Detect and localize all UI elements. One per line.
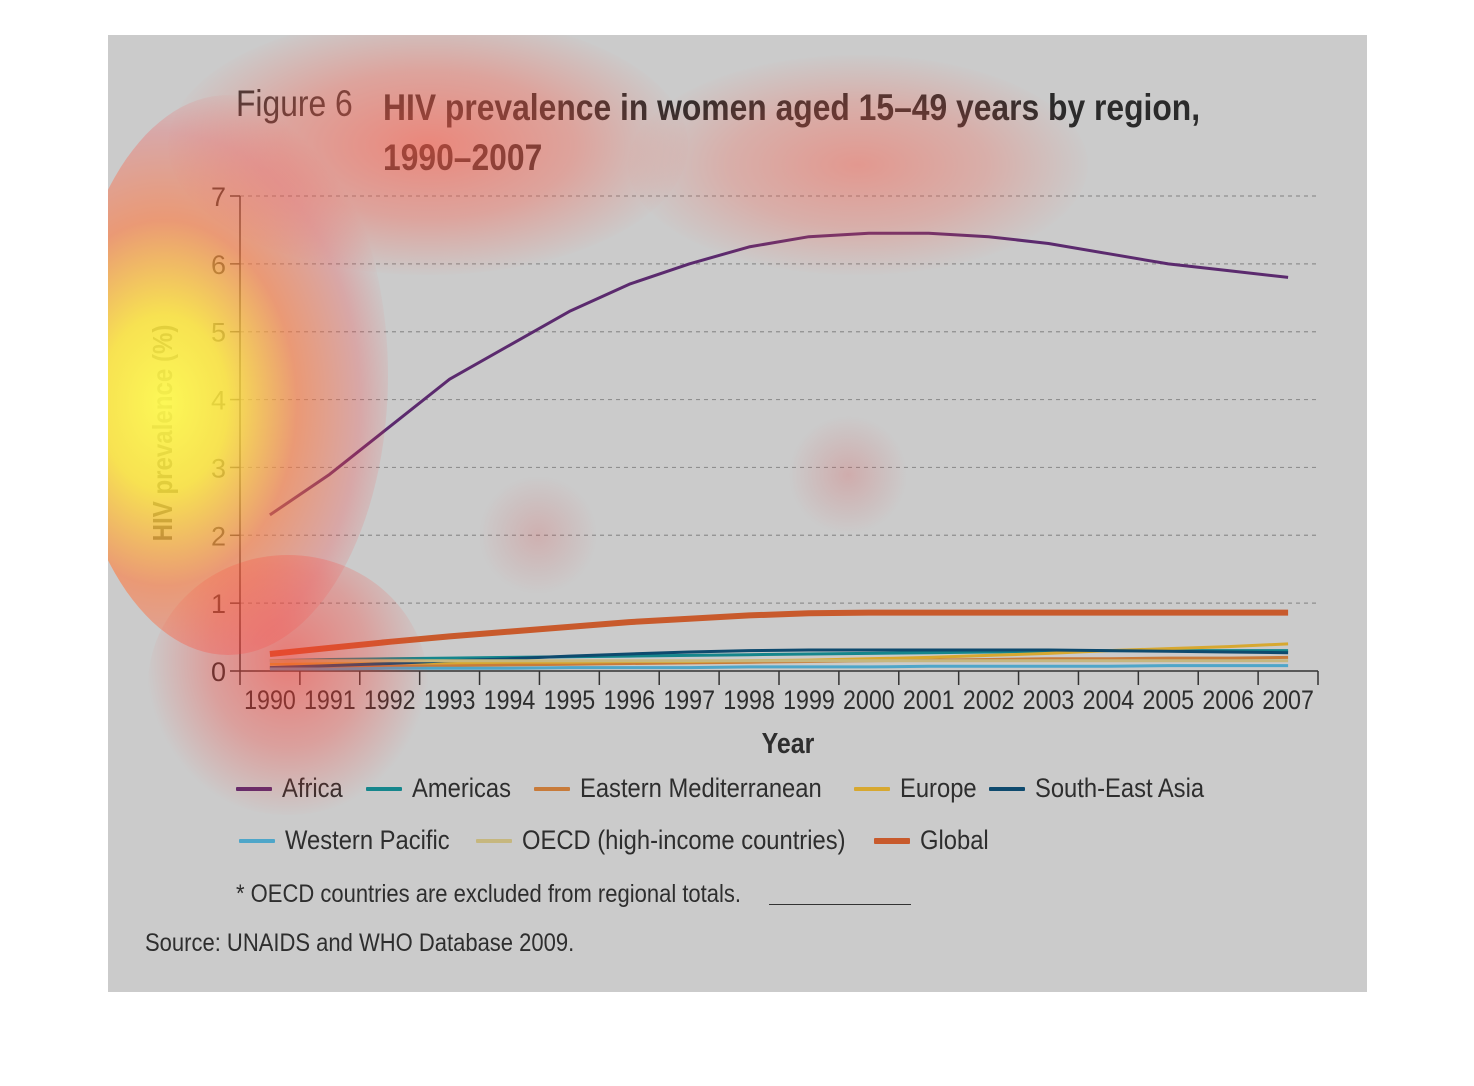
legend-label: South-East Asia [1035, 773, 1205, 803]
x-tick-label: 2005 [1142, 685, 1194, 715]
y-tick-label: 0 [211, 657, 226, 687]
x-tick-label: 2000 [843, 685, 895, 715]
x-tick-label: 1994 [484, 685, 536, 715]
x-tick-label: 1998 [723, 685, 775, 715]
y-tick-label: 4 [211, 386, 226, 416]
series-line-africa [269, 231, 1289, 517]
x-axis-label: Year [762, 727, 815, 759]
grid-lines [240, 195, 1318, 604]
legend-item-global: Global [874, 825, 998, 856]
y-tick-label: 7 [211, 182, 226, 212]
x-tick-label: 2004 [1083, 685, 1135, 715]
y-tick-label: 1 [211, 589, 226, 619]
x-tick-label: 2003 [1023, 685, 1075, 715]
series-lines [269, 231, 1289, 671]
legend-label: Americas [412, 773, 512, 803]
legend-item-africa: Africa [236, 773, 351, 804]
x-tick-label: 1993 [424, 685, 476, 715]
legend-label: Africa [282, 773, 343, 803]
x-tick-label: 1991 [304, 685, 356, 715]
legend-label: OECD (high-income countries) [522, 825, 846, 855]
legend-label: Western Pacific [285, 825, 450, 855]
legend-swatch [236, 786, 272, 791]
legend-item-americas: Americas [366, 773, 525, 804]
figure-panel: Figure 6 HIV prevalence in women aged 15… [108, 35, 1367, 992]
x-tick-label: 1997 [663, 685, 715, 715]
x-tick-label: 1999 [783, 685, 835, 715]
x-tick-label: 2002 [963, 685, 1015, 715]
legend-item-south-east-asia: South-East Asia [989, 773, 1227, 804]
x-tick-label: 1992 [364, 685, 416, 715]
legend-item-oecd-high-income-countries: OECD (high-income countries) [476, 825, 890, 856]
legend-swatch [366, 786, 402, 791]
y-tick-label: 3 [211, 453, 226, 483]
legend-item-eastern-mediterranean: Eastern Mediterranean [534, 773, 855, 804]
y-tick-label: 5 [211, 318, 226, 348]
legend-item-western-pacific: Western Pacific [239, 825, 472, 856]
footnote-rule [769, 904, 911, 905]
series-line-global [269, 609, 1289, 657]
x-tick-label: 2006 [1202, 685, 1254, 715]
x-tick-label: 2007 [1262, 685, 1314, 715]
legend-item-europe: Europe [854, 773, 987, 804]
source-note: Source: UNAIDS and WHO Database 2009. [145, 929, 575, 957]
y-tick-label: 6 [211, 250, 226, 280]
legend-swatch [854, 786, 890, 791]
legend-swatch [534, 786, 570, 791]
y-tick-label: 2 [211, 521, 226, 551]
x-tick-label: 1996 [603, 685, 655, 715]
x-tick-label: 2001 [903, 685, 955, 715]
legend-label: Europe [900, 773, 977, 803]
x-tick-label: 1990 [244, 685, 296, 715]
legend-swatch [874, 837, 910, 844]
x-tick-label: 1995 [544, 685, 596, 715]
footnote: * OECD countries are excluded from regio… [236, 880, 742, 908]
legend-label: Global [920, 825, 989, 855]
legend-swatch [989, 786, 1025, 791]
series-line-western-pacific [269, 664, 1289, 671]
legend-label: Eastern Mediterranean [580, 773, 822, 803]
legend-swatch [476, 838, 512, 843]
y-axis-label: HIV prevalence (%) [146, 325, 178, 542]
legend-swatch [239, 838, 275, 843]
